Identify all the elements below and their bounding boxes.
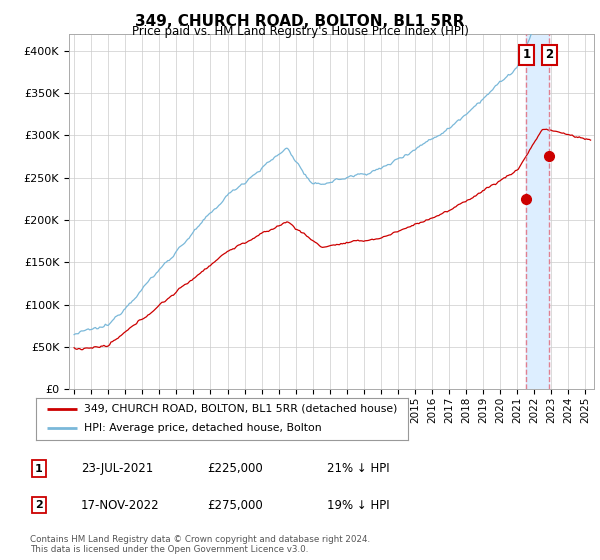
Bar: [526, 34, 549, 389]
Text: 2: 2: [545, 48, 553, 61]
Text: 17-NOV-2022: 17-NOV-2022: [81, 498, 160, 512]
Text: £225,000: £225,000: [207, 462, 263, 475]
Text: Price paid vs. HM Land Registry's House Price Index (HPI): Price paid vs. HM Land Registry's House …: [131, 25, 469, 38]
Text: 21% ↓ HPI: 21% ↓ HPI: [327, 462, 389, 475]
Text: £275,000: £275,000: [207, 498, 263, 512]
Text: 19% ↓ HPI: 19% ↓ HPI: [327, 498, 389, 512]
Text: 1: 1: [35, 464, 43, 474]
Text: 1: 1: [523, 48, 530, 61]
Text: 349, CHURCH ROAD, BOLTON, BL1 5RR (detached house): 349, CHURCH ROAD, BOLTON, BL1 5RR (detac…: [85, 404, 398, 414]
Text: Contains HM Land Registry data © Crown copyright and database right 2024.
This d: Contains HM Land Registry data © Crown c…: [30, 535, 370, 554]
Text: 349, CHURCH ROAD, BOLTON, BL1 5RR: 349, CHURCH ROAD, BOLTON, BL1 5RR: [135, 14, 465, 29]
Text: 23-JUL-2021: 23-JUL-2021: [81, 462, 153, 475]
Text: HPI: Average price, detached house, Bolton: HPI: Average price, detached house, Bolt…: [85, 423, 322, 433]
Text: 2: 2: [35, 500, 43, 510]
